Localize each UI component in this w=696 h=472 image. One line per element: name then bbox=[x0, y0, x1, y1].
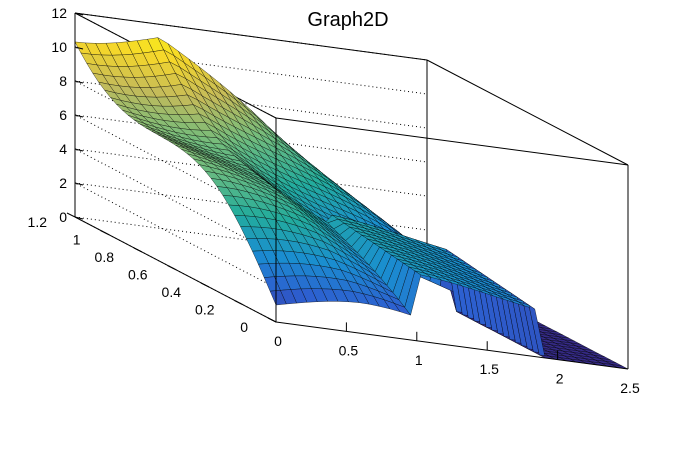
y-tick-mark bbox=[267, 317, 277, 323]
x-tick-label: 0.5 bbox=[339, 342, 359, 358]
gridline bbox=[74, 12, 277, 119]
x-tick-label: 2.5 bbox=[620, 380, 640, 396]
y-tick-mark bbox=[66, 212, 76, 218]
back-edge bbox=[426, 59, 629, 166]
gridline bbox=[74, 80, 277, 187]
chart-title: Graph2D bbox=[307, 9, 388, 31]
z-tick-label: 6 bbox=[59, 107, 67, 123]
x-tick-label: 1.5 bbox=[479, 361, 499, 377]
z-tick-label: 12 bbox=[51, 5, 67, 21]
y-axis-ticks: 0 0.2 0.4 0.6 0.8 1 1.2 bbox=[28, 212, 277, 335]
z-tick-mark bbox=[74, 80, 84, 84]
z-tick-mark bbox=[74, 216, 84, 220]
x-axis-ticks: 0 0.5 1 1.5 2 2.5 bbox=[274, 313, 640, 396]
z-tick-label: 0 bbox=[59, 209, 67, 225]
z-tick-label: 4 bbox=[59, 141, 67, 157]
y-tick-label: 1.2 bbox=[28, 214, 48, 230]
gridline bbox=[74, 148, 277, 255]
y-tick-mark bbox=[167, 265, 176, 270]
back-edge bbox=[275, 117, 629, 166]
z-axis-ticks: 0 2 4 6 8 10 12 bbox=[51, 5, 84, 225]
gridline bbox=[74, 114, 277, 221]
y-tick-mark bbox=[100, 230, 109, 235]
y-tick-label: 0 bbox=[240, 319, 248, 335]
y-tick-label: 0.2 bbox=[195, 302, 215, 318]
x-axis-line bbox=[275, 321, 629, 370]
z-tick-label: 10 bbox=[51, 39, 67, 55]
y-tick-label: 0.4 bbox=[162, 284, 182, 300]
z-tick-label: 8 bbox=[59, 73, 67, 89]
y-tick-label: 0.8 bbox=[95, 249, 115, 265]
x-tick-label: 1 bbox=[415, 352, 423, 368]
z-tick-mark bbox=[74, 46, 84, 50]
y-tick-mark bbox=[133, 247, 143, 253]
z-tick-mark bbox=[74, 12, 84, 16]
surface-mesh bbox=[74, 37, 629, 370]
x-tick-label: 2 bbox=[556, 371, 564, 387]
y-tick-label: 1 bbox=[73, 232, 81, 248]
x-tick-label: 0 bbox=[274, 333, 282, 349]
z-tick-mark bbox=[74, 182, 84, 186]
z-tick-mark bbox=[74, 148, 84, 152]
gridline bbox=[74, 182, 277, 289]
y-tick-mark bbox=[200, 282, 210, 288]
y-tick-mark bbox=[234, 300, 243, 305]
z-tick-label: 2 bbox=[59, 175, 67, 191]
back-edge bbox=[74, 12, 428, 61]
y-tick-label: 0.6 bbox=[128, 267, 148, 283]
z-tick-mark bbox=[74, 114, 84, 118]
